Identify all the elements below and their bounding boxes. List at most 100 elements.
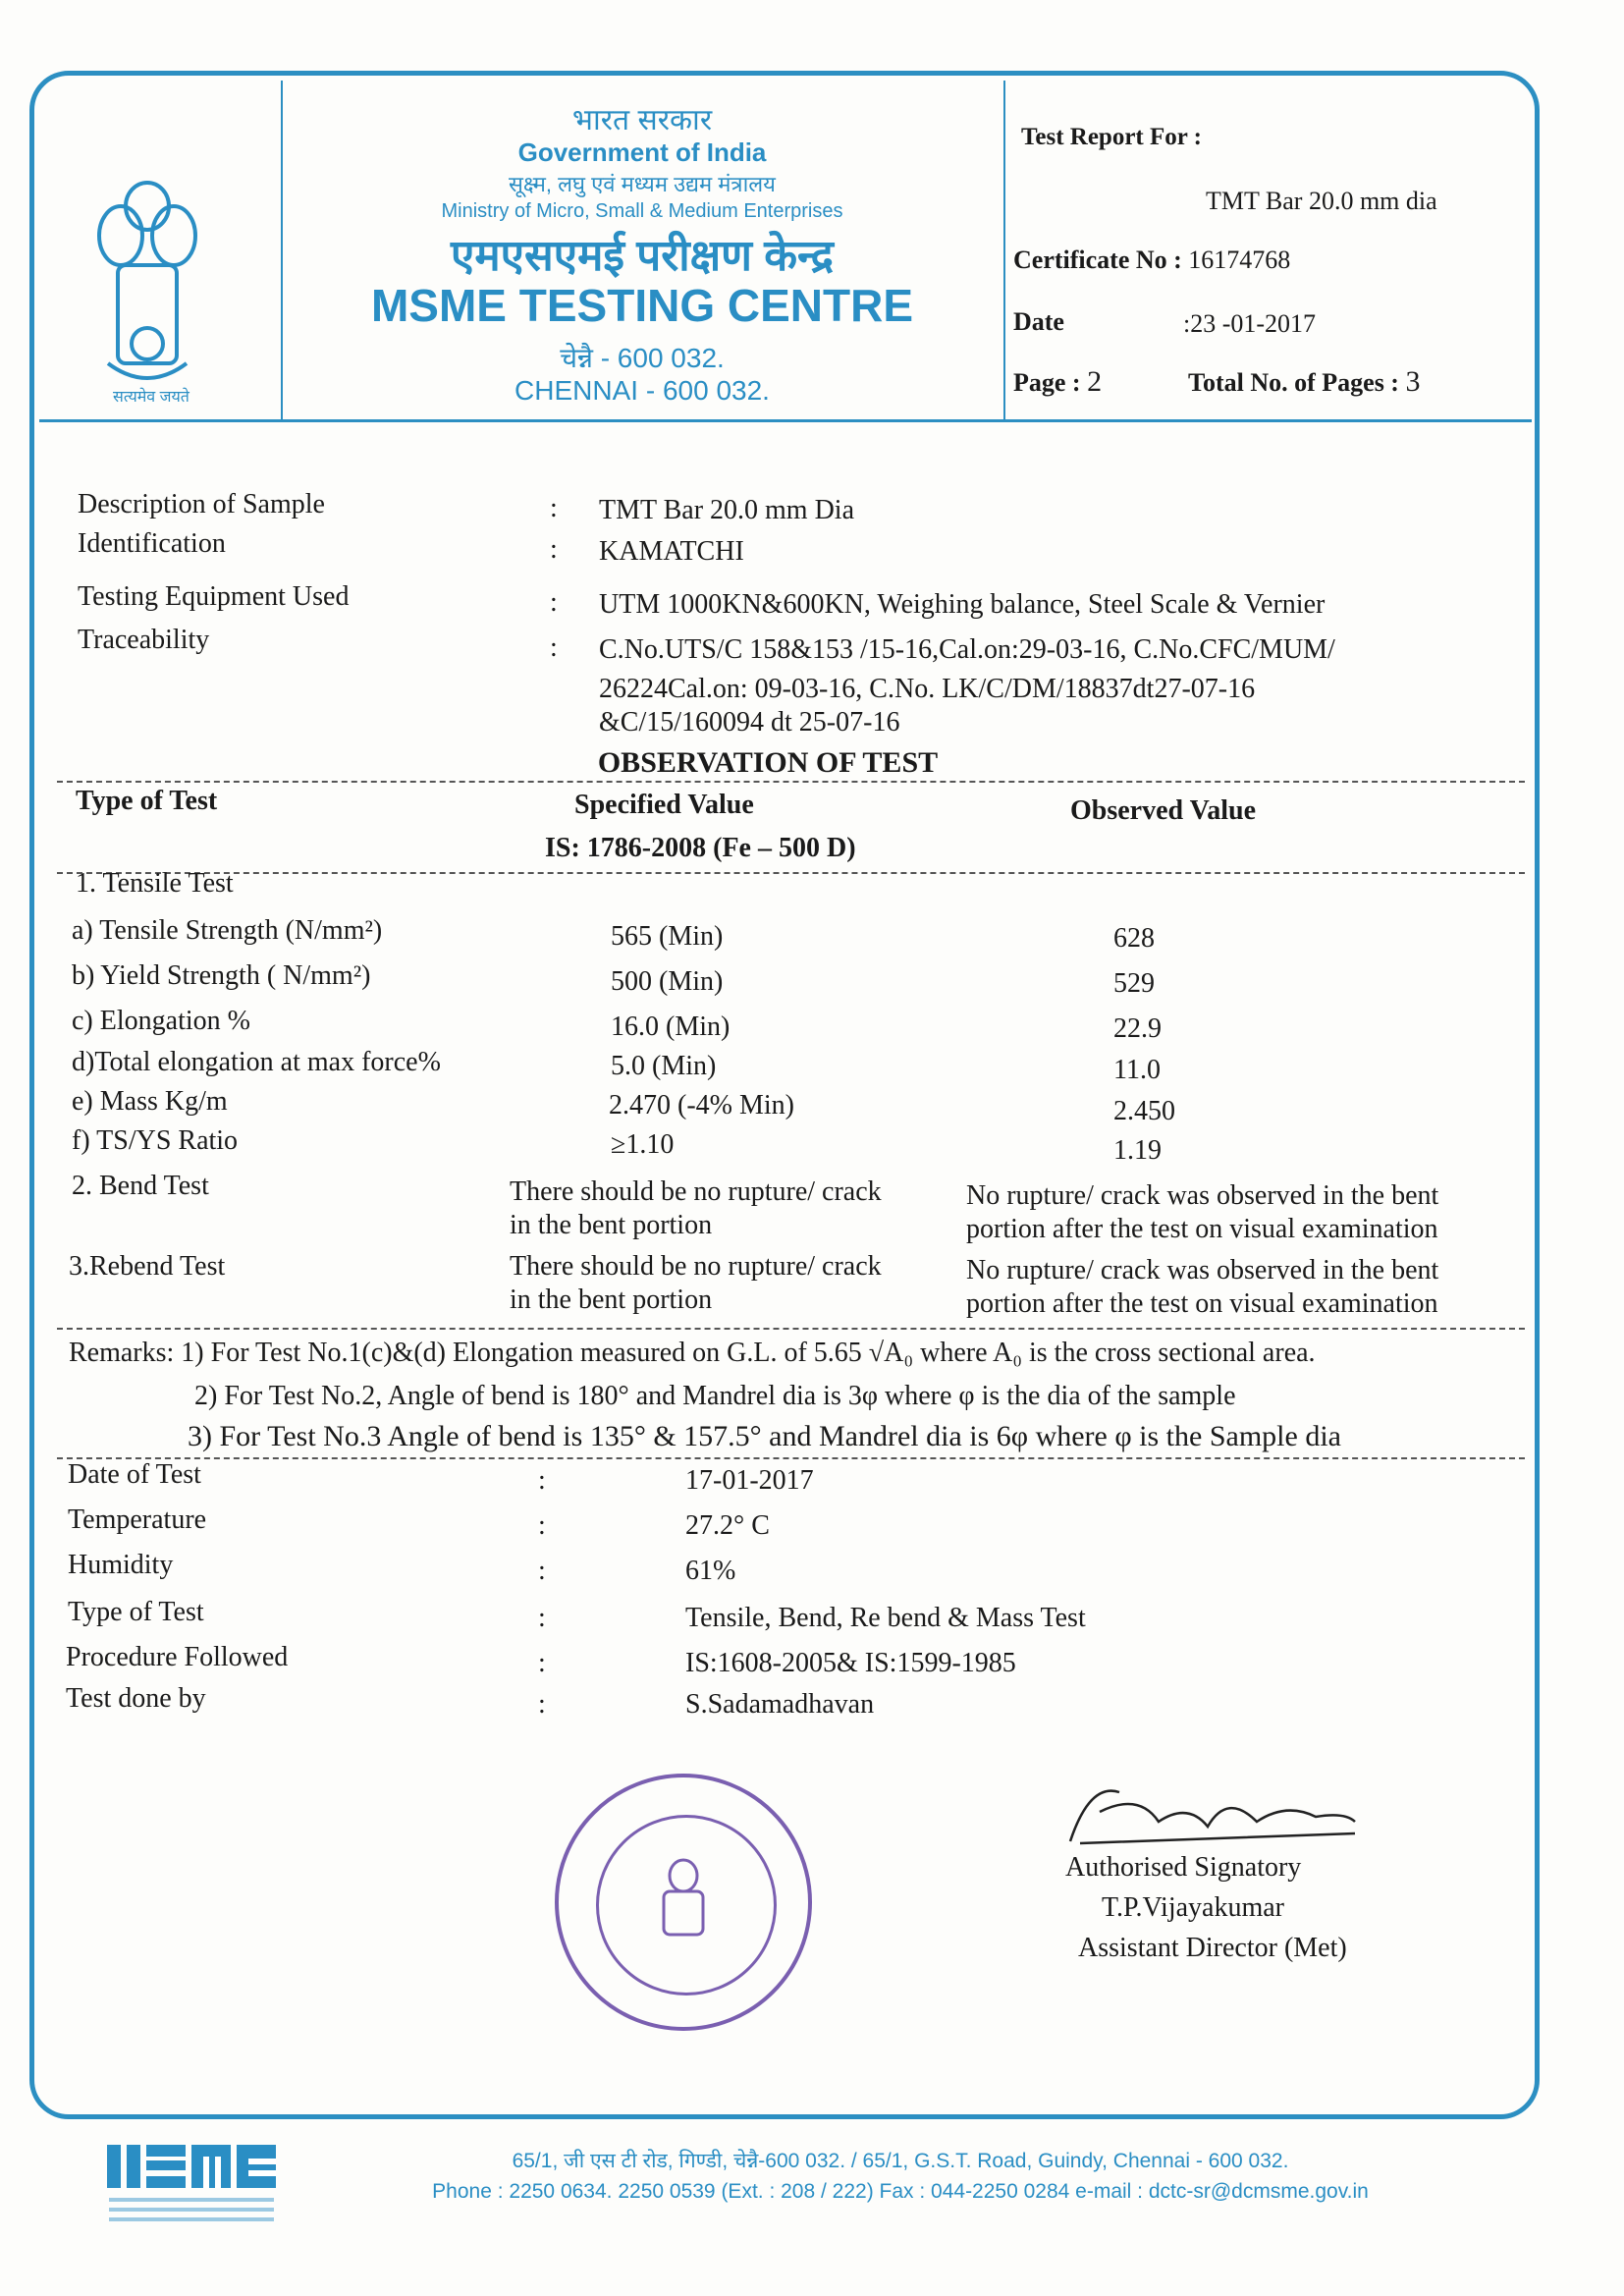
official-stamp [555,1774,812,2031]
sample-value-3c: &C/15/160094 dt 25-07-16 [599,707,900,738]
hindi-centre: एमएसएमई परीक्षण केन्द्र [451,232,834,280]
row-spec-1: 500 (Min) [611,966,724,997]
row-spec-3: 5.0 (Min) [611,1051,717,1081]
row-obs-1: 529 [1113,968,1155,999]
row-type-0: a) Tensile Strength (N/mm²) [72,915,383,946]
bend-obs-1: No rupture/ crack was observed in the be… [966,1180,1439,1211]
colon: : [550,632,558,663]
signatory-designation: Assistant Director (Met) [1078,1933,1347,1963]
cond-label-5: Test done by [66,1683,206,1714]
col-obs-header: Observed Value [1070,795,1257,826]
emblem-motto: सत्यमेव जयते [113,389,189,406]
sample-value-0: TMT Bar 20.0 mm Dia [599,495,855,525]
cert-number: 16174768 [1188,246,1291,274]
sample-value-1: KAMATCHI [599,536,744,567]
bend-obs-2: portion after the test on visual examina… [966,1214,1438,1244]
national-emblem-icon [97,181,197,380]
bend-type: 2. Bend Test [72,1171,209,1201]
msme-logo [107,2145,276,2221]
cond-value-4: IS:1608-2005& IS:1599-1985 [685,1648,1016,1678]
bend-spec-1: There should be no rupture/ crack [510,1176,882,1207]
signatory-role: Authorised Signatory [1065,1852,1302,1883]
cond-value-1: 27.2° C [685,1510,770,1541]
col-spec-header: Specified Value [574,790,754,820]
stamp-emblem-icon [662,1858,705,1937]
colon: : [538,1603,546,1633]
row-obs-5: 1.19 [1113,1135,1162,1166]
divider [57,781,1525,783]
row-spec-0: 565 (Min) [611,921,724,952]
standard: IS: 1786-2008 (Fe – 500 D) [545,833,856,863]
report-for-value: TMT Bar 20.0 mm dia [1206,187,1437,215]
header-right-divider [1003,81,1005,420]
ministry: Ministry of Micro, Small & Medium Enterp… [441,200,843,222]
cond-label-4: Procedure Followed [66,1642,289,1672]
cond-value-2: 61% [685,1556,736,1586]
col-type-header: Type of Test [76,786,218,816]
total-pages-label: Total No. of Pages : [1188,368,1399,397]
bend-spec-2: in the bent portion [510,1210,713,1240]
divider [57,872,1525,874]
page-label: Page : [1013,368,1081,397]
colon: : [550,534,558,565]
signature [1068,1789,1356,1845]
section-tensile: 1. Tensile Test [76,868,234,899]
header-left-divider [281,81,283,420]
row-obs-4: 2.450 [1113,1096,1175,1126]
remark-3: 3) For Test No.3 Angle of bend is 135° &… [188,1420,1341,1452]
sample-value-3: C.No.UTS/C 158&153 /15-16,Cal.on:29-03-1… [599,634,1335,665]
rebend-spec-1: There should be no rupture/ crack [510,1251,882,1282]
header-divider [39,419,1532,422]
row-type-3: d)Total elongation at max force% [72,1047,441,1077]
row-type-2: c) Elongation % [72,1006,250,1036]
divider [57,1328,1525,1330]
row-obs-3: 11.0 [1113,1055,1161,1085]
remark-2: 2) For Test No.2, Angle of bend is 180° … [194,1381,1236,1411]
sample-label-2: Testing Equipment Used [78,581,350,612]
cond-label-2: Humidity [68,1550,174,1580]
footer-address: 65/1, जी एस टी रोड, गिण्डी, चेन्नै-600 0… [512,2150,1289,2172]
hindi-city: चेन्नै - 600 032. [560,343,725,373]
page-border [29,71,1540,2119]
row-obs-2: 22.9 [1113,1013,1162,1044]
sample-label-1: Identification [78,528,226,559]
sample-label-3: Traceability [78,625,210,655]
colon: : [538,1648,546,1678]
page-number: 2 [1087,365,1103,398]
rebend-type: 3.Rebend Test [69,1251,226,1282]
cond-label-0: Date of Test [68,1459,201,1490]
sample-label-0: Description of Sample [78,489,325,519]
signatory-name: T.P.Vijayakumar [1102,1892,1284,1923]
row-type-5: f) TS/YS Ratio [72,1125,239,1156]
cond-value-3: Tensile, Bend, Re bend & Mass Test [685,1603,1086,1633]
date-label: Date [1013,307,1064,336]
total-pages: 3 [1405,365,1421,398]
colon: : [538,1510,546,1541]
centre-title: MSME TESTING CENTRE [370,280,914,331]
colon: : [550,493,558,523]
gov-title: Government of India [517,137,767,167]
cond-label-1: Temperature [68,1504,207,1535]
row-type-4: e) Mass Kg/m [72,1086,228,1117]
row-spec-2: 16.0 (Min) [611,1011,731,1042]
cert-label: Certificate No : [1013,246,1182,274]
hindi-ministry: सूक्ष्म, लघु एवं मध्यम उद्यम मंत्रालय [509,172,776,196]
report-for-label: Test Report For : [1021,124,1202,150]
date-value: :23 -01-2017 [1183,309,1317,338]
remark-1: Remarks: 1) For Test No.1(c)&(d) Elongat… [69,1338,1316,1368]
city: CHENNAI - 600 032. [514,375,770,406]
sample-value-3b: 26224Cal.on: 09-03-16, C.No. LK/C/DM/188… [599,674,1256,704]
rebend-obs-1: No rupture/ crack was observed in the be… [966,1255,1439,1285]
colon: : [538,1556,546,1586]
row-type-1: b) Yield Strength ( N/mm²) [72,960,371,991]
sample-value-2: UTM 1000KN&600KN, Weighing balance, Stee… [599,589,1326,620]
cond-value-0: 17-01-2017 [685,1465,814,1496]
colon: : [538,1689,546,1720]
footer-contact: Phone : 2250 0634. 2250 0539 (Ext. : 208… [432,2180,1369,2203]
colon: : [550,587,558,618]
cond-value-5: S.Sadamadhavan [685,1689,875,1720]
row-obs-0: 628 [1113,923,1155,954]
hindi-gov: भारत सरकार [571,104,713,137]
rebend-obs-2: portion after the test on visual examina… [966,1288,1438,1319]
